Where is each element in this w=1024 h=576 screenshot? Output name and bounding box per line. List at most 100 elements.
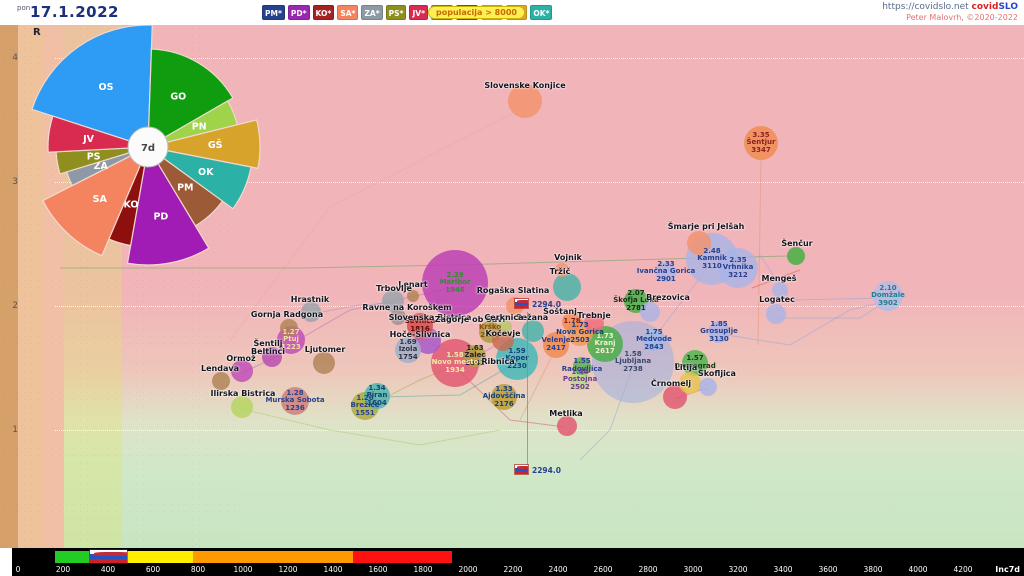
bubble-Gornja Radgona[interactable] [280,319,298,337]
bubble-Šoštanj[interactable] [562,312,582,332]
x-tick-0: 0 [15,565,21,574]
pie-slice-label: PS [87,152,101,163]
trail-line [778,299,889,319]
bubble-Maribor[interactable] [422,250,488,316]
gridline-R4 [55,58,1024,59]
bubble-Ilirska Bistrica[interactable] [231,396,253,418]
date-display[interactable]: 17.1.2022 [30,3,119,21]
bubble-Trbovlje[interactable] [382,290,404,312]
x-tick-1600: 1600 [368,565,388,574]
bubble-Tržič[interactable] [553,273,581,301]
bubble-Grosuplje[interactable] [708,321,730,343]
bubble-Ljutomer[interactable] [313,352,335,374]
x-tick-400: 400 [100,565,116,574]
bubble-Slovenske Konjice[interactable] [508,84,542,118]
pie-slice-GŠ[interactable] [147,119,261,170]
x-tick-2000: 2000 [458,565,478,574]
x-tick-3000: 3000 [683,565,703,574]
pie-slice-OK[interactable] [147,146,252,210]
bubble-Kočevje[interactable] [492,329,514,351]
bubble-Šentilj[interactable] [262,347,282,367]
bubble-Velenje[interactable] [543,332,569,358]
bubble-Dravograd[interactable] [682,350,708,376]
bubble-Postojna[interactable] [570,370,590,390]
national-inc-label-top: 2294.0 [532,300,561,309]
bubble-Sevnica[interactable] [407,313,433,339]
bubble-Lenart[interactable] [407,290,419,302]
bubble-Logatec[interactable] [766,304,786,324]
x-tick-1400: 1400 [323,565,343,574]
pie-slice-label: OS [99,82,114,93]
bubble-Medvode[interactable] [643,329,665,351]
header: pon 17.1.2022 PM*PD*KO*SA*ZA*PS*JV*OS*GO… [0,0,1024,25]
x-tick-1800: 1800 [413,565,433,574]
bubble-Cerknica[interactable] [498,320,512,334]
bubble-Litija[interactable] [679,372,701,394]
incidence-scale-segment-2 [193,551,353,563]
bubble-Mengeš[interactable] [772,282,788,298]
flag-stripe-red [515,305,528,308]
region-button-PM[interactable]: PM* [262,5,285,20]
bubble-Piran[interactable] [364,383,390,409]
population-filter-pill[interactable]: populacija > 8000 [428,6,525,19]
flag-stripe-blue [515,302,528,305]
bubble-Šenčur[interactable] [787,247,805,265]
brand-covid: covid [971,2,999,12]
pie-slice-label: GŠ [208,139,223,151]
pie-slice-OS[interactable] [31,24,153,148]
gridline-R1 [55,430,1024,431]
region-button-ZA[interactable]: ZA* [361,5,383,20]
bubble-Vojnik[interactable] [555,263,569,277]
bubble-Metlika[interactable] [557,416,577,436]
bubble-Žalec[interactable] [464,345,486,367]
y-tick-1: 1 [12,425,18,435]
bubble-Izola[interactable] [395,337,421,363]
trail-line [757,157,762,346]
region-button-PS[interactable]: PS* [385,5,407,20]
bubble-Lendava[interactable] [212,372,230,390]
site-link[interactable]: https://covidslo.net covidSLO [882,2,1018,12]
pie-slice-SA[interactable] [42,145,150,257]
trail-line [329,111,516,208]
flag-stripe-red [515,471,528,474]
bubble-Murska Sobota[interactable] [281,387,309,415]
pie-slice-PD[interactable] [126,145,210,266]
trail-line [241,408,501,446]
pie-slice-label: PD [153,212,168,223]
bubble-Ivančna Gorica[interactable] [656,262,676,282]
bubble-Sežana[interactable] [522,320,544,342]
bubble-Brezovica[interactable] [640,302,660,322]
pie-slice-GO[interactable] [147,48,234,149]
bubble-Trebnje[interactable] [584,313,604,333]
pie-slice-label: PN [192,121,207,132]
bubble-Hrastnik[interactable] [301,302,321,322]
y-tick-2: 2 [12,301,18,311]
region-button-JV[interactable]: JV* [409,5,428,20]
flag-coat-of-arms [516,466,528,470]
bubble-Ormož[interactable] [231,360,253,382]
bubble-Vrhnika[interactable] [718,248,758,288]
bubble-Šentjur[interactable] [744,126,778,160]
pie-slice-JV[interactable] [47,115,149,153]
bubble-Ravne na Koroškem[interactable] [390,309,406,325]
x-axis-bar: Inc7d 0 200 400 600 800 1000 1200 1400 1600 1800 2… [12,548,1024,576]
x-tick-4000: 4000 [908,565,928,574]
pie-slice-label: SA [93,194,108,205]
trail-line [751,269,801,289]
bubble-Škofljica[interactable] [699,378,717,396]
slovenia-flag-bottom-icon [515,465,528,474]
bubble-Šmarje pri Jelšah[interactable] [687,231,711,255]
flag-coat-of-arms [94,551,127,556]
bubble-Domžale[interactable] [873,281,903,311]
site-url-text: https://covidslo.net [882,2,969,12]
x-tick-2800: 2800 [638,565,658,574]
region-button-KO[interactable]: KO* [312,5,335,20]
bubble-Radovljica[interactable] [573,357,591,375]
region-button-SA[interactable]: SA* [337,5,359,20]
brand-slo: SLO [998,2,1018,12]
bubble-Ajdovščina[interactable] [491,384,517,410]
credit-text: Peter Malovrh, ©2020-2022 [906,13,1018,22]
region-button-OK[interactable]: OK* [530,5,553,20]
region-button-PD[interactable]: PD* [287,5,310,20]
pie-slice-label: OK [198,167,214,178]
